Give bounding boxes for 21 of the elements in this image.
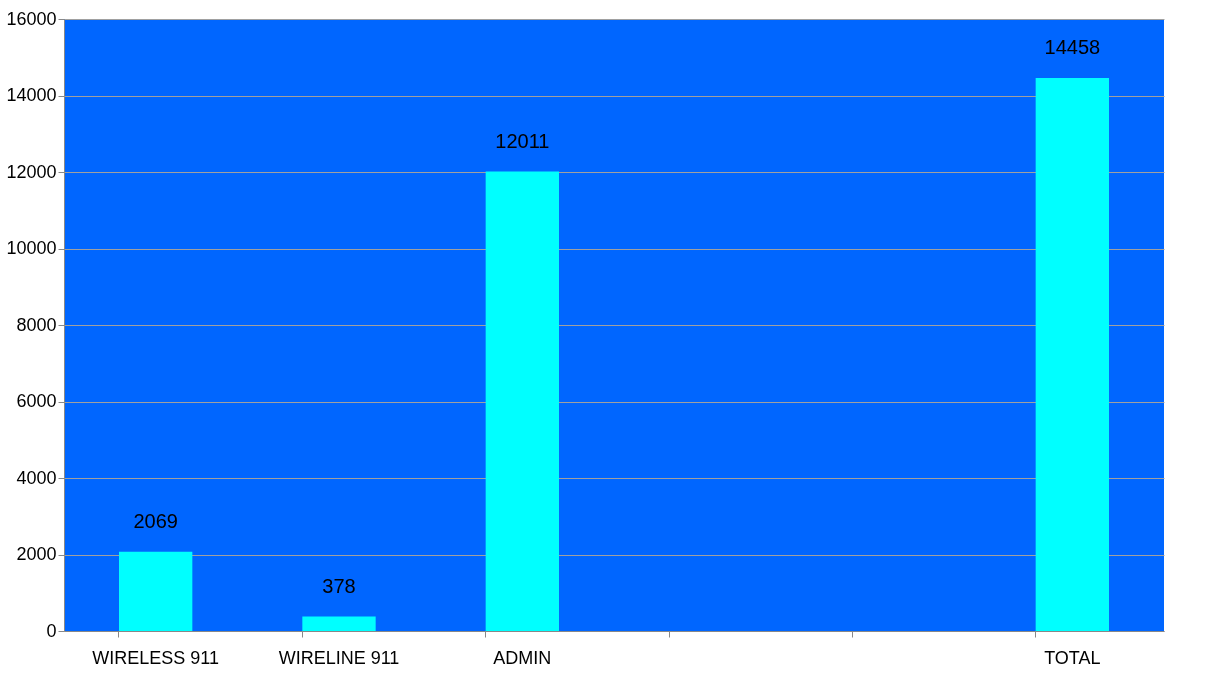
x-tick-label: WIRELINE 911 bbox=[278, 647, 400, 668]
bar bbox=[485, 171, 559, 631]
bar bbox=[1035, 77, 1109, 631]
y-tick-label: 16000 bbox=[6, 8, 57, 29]
data-label: 12011 bbox=[495, 129, 550, 152]
data-label: 14458 bbox=[1044, 35, 1101, 58]
bar bbox=[119, 551, 193, 631]
y-tick-label: 0 bbox=[46, 620, 57, 641]
x-tick-label: ADMIN bbox=[493, 647, 552, 668]
y-tick-label: 8000 bbox=[16, 314, 57, 335]
data-label: 378 bbox=[322, 574, 356, 597]
data-label: 2069 bbox=[133, 509, 178, 532]
y-tick-label: 2000 bbox=[16, 544, 57, 564]
bar bbox=[302, 616, 376, 631]
x-tick-label: WIRELESS 911 bbox=[92, 647, 220, 668]
y-tick-label: 4000 bbox=[16, 467, 57, 488]
y-tick-label: 6000 bbox=[16, 391, 57, 411]
x-tick-label: TOTAL bbox=[1044, 647, 1101, 668]
y-tick-label: 10000 bbox=[6, 238, 57, 258]
y-tick-label: 14000 bbox=[6, 85, 57, 105]
y-tick-label: 12000 bbox=[6, 161, 57, 182]
